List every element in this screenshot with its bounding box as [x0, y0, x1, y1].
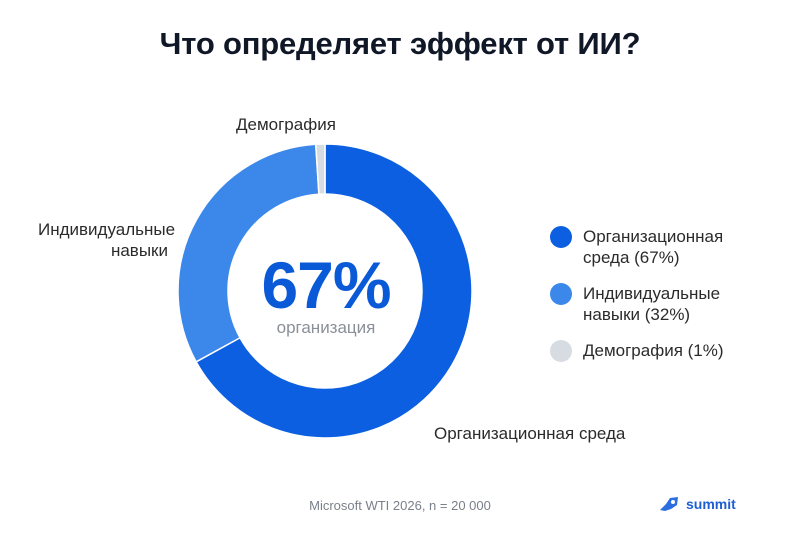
legend-text-skills: Индивидуальные навыки (32%) [583, 283, 773, 325]
slice-label-org: Организационная среда [434, 424, 626, 443]
legend-item-skills: Индивидуальные навыки (32%) [550, 283, 773, 325]
legend-text-demography: Демография (1%) [583, 340, 773, 361]
legend-skills-line2: навыки (32%) [583, 305, 691, 324]
donut-slice-demography [314, 143, 326, 195]
legend-skills-line1: Индивидуальные [583, 284, 721, 303]
donut-center-value: 67% [261, 248, 391, 322]
donut-slices [177, 143, 473, 439]
donut-slice-skills [177, 143, 320, 363]
legend-item-org: Организационная среда (67%) [550, 226, 773, 268]
brand-logo: summit [658, 496, 736, 512]
donut-slice-org [195, 143, 473, 439]
slice-label-skills: Индивидуальные навыки [38, 219, 176, 261]
legend-org-line1: Организационная [583, 227, 724, 246]
legend-demography-line1: Демография (1%) [583, 341, 724, 360]
legend-dot-skills [550, 283, 572, 305]
rocket-icon [660, 497, 678, 511]
chart-title: Что определяет эффект от ИИ? [159, 26, 641, 61]
legend-org-line2: среда (67%) [583, 248, 680, 267]
legend-item-demography: Демография (1%) [550, 340, 773, 362]
brand-text: summit [686, 496, 736, 512]
slice-label-skills-line2: навыки [110, 241, 168, 260]
legend-text-org: Организационная среда (67%) [583, 226, 773, 268]
legend-dot-org [550, 226, 572, 248]
legend: Организационная среда (67%) Индивидуальн… [550, 226, 773, 377]
slice-label-demography: Демография [236, 115, 336, 134]
slice-label-skills-line1: Индивидуальные [38, 220, 176, 239]
legend-dot-demography [550, 340, 572, 362]
source-note: Microsoft WTI 2026, n = 20 000 [309, 498, 491, 513]
donut-center-label: организация [276, 318, 376, 337]
